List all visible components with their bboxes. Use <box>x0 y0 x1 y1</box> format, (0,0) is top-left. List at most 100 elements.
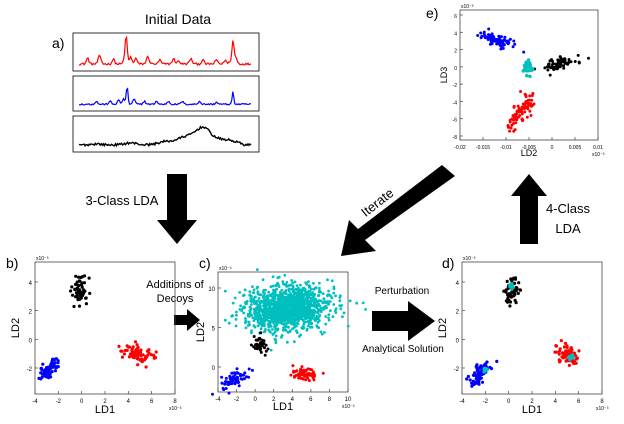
decoy-red <box>566 353 576 362</box>
x-axis-label: LD2 <box>521 148 538 158</box>
signal-trace-red <box>79 35 252 67</box>
y-tick-label: -6 <box>453 118 458 124</box>
cluster-decoys <box>521 58 535 79</box>
x-tick-label: 0 <box>80 399 84 405</box>
y-tick-label: 2 <box>454 49 457 55</box>
x-tick-label: -0.005 <box>522 145 536 151</box>
x-exponent-label: x10⁻³ <box>169 406 182 412</box>
signal-box-red <box>72 32 260 72</box>
x-tick-label: -4 <box>32 399 38 405</box>
cluster-decoys <box>223 268 367 352</box>
arrow-up-4class <box>511 174 547 244</box>
y-axis-label: LD2 <box>10 318 22 338</box>
scatter-panel-d: -4 -2 0 2 4 6 8 4 2 0 -2 x10⁻³ x10⁻³ LD1 LD2 <box>437 256 609 416</box>
x-tick-label: -2 <box>234 397 240 403</box>
decoy-blue <box>482 366 489 374</box>
cluster-red <box>117 340 158 369</box>
y-exponent-label: x10⁻³ <box>36 256 49 262</box>
cluster-red <box>506 90 536 133</box>
x-tick-label: 0 <box>507 399 511 405</box>
label-decoys-line1: Additions of <box>146 279 204 291</box>
label-perturbation: Perturbation <box>375 286 429 297</box>
y-tick-label: 5 <box>212 327 216 333</box>
y-axis-label: LD3 <box>439 67 449 84</box>
x-tick-label: 10 <box>345 397 352 403</box>
y-tick-label: 6 <box>454 14 457 20</box>
x-tick-label: 6 <box>309 397 313 403</box>
signal-trace-blue <box>78 87 252 106</box>
y-tick-label: 0 <box>456 338 460 344</box>
x-tick-label: 2 <box>103 399 107 405</box>
panel-a-letter: a) <box>52 35 64 51</box>
x-tick-label: -0.015 <box>476 145 490 151</box>
scatter-panel-c: -4 -2 0 2 4 6 8 10 10 5 0 x10⁻³ x10⁻³ LD1 LD2 <box>195 266 367 413</box>
x-tick-label: 2 <box>272 397 276 403</box>
arrow-decoys <box>174 309 200 331</box>
x-tick-label: 4 <box>291 397 295 403</box>
decoy-black <box>508 282 515 291</box>
cluster-blue <box>476 27 526 54</box>
signal-box-black <box>72 115 260 153</box>
x-tick-label: -0.02 <box>454 145 466 151</box>
x-axis-label: LD1 <box>273 401 293 413</box>
cluster-blue <box>465 359 499 388</box>
y-exponent-label: x10⁻³ <box>219 266 232 272</box>
x-tick-label: 8 <box>173 399 177 405</box>
panel-b-letter: b) <box>6 255 18 271</box>
cluster-red <box>289 364 325 383</box>
scatter-panel-b: -4 -2 0 2 4 6 8 4 2 0 -2 x10⁻³ x10⁻³ LD1 LD2 <box>10 256 182 416</box>
y-tick-label: 4 <box>454 31 457 37</box>
x-tick-label: 0 <box>551 145 554 151</box>
y-exponent-label: x10⁻³ <box>463 256 476 262</box>
y-axis-label: LD2 <box>437 318 449 338</box>
x-exponent-label: x10⁻³ <box>592 152 605 158</box>
arrow-iterate <box>341 165 455 256</box>
cluster-blue <box>37 357 60 381</box>
y-tick-label: 4 <box>29 281 33 287</box>
y-tick-label: 0 <box>212 366 216 372</box>
arrow-down-3class <box>157 174 197 244</box>
y-tick-label: 2 <box>456 310 460 316</box>
panel-d-letter: d) <box>442 255 454 271</box>
signal-box-blue <box>72 75 260 112</box>
y-exponent-label: x10⁻³ <box>461 4 474 10</box>
cluster-red <box>553 339 581 367</box>
cluster-black <box>69 274 92 309</box>
x-exponent-label: x10⁻³ <box>596 406 609 412</box>
x-tick-label: -0.01 <box>500 145 512 151</box>
x-tick-label: -2 <box>483 399 489 405</box>
label-3class: 3-Class LDA <box>86 193 159 208</box>
y-tick-label: 10 <box>208 287 215 293</box>
x-axis-label: LD1 <box>522 404 542 416</box>
panel-c-letter: c) <box>199 255 211 271</box>
cluster-black <box>533 53 590 77</box>
x-tick-label: 6 <box>577 399 581 405</box>
scatter-panel-e: -0.02 -0.015 -0.01 -0.005 0 0.005 0.01 6 4 2 0 -2 -4… <box>439 4 605 158</box>
x-tick-label: 0 <box>253 397 257 403</box>
arrow-perturbation <box>372 301 435 341</box>
y-tick-label: -4 <box>453 100 458 106</box>
x-axis-label: LD1 <box>95 404 115 416</box>
y-tick-label: 0 <box>29 338 33 344</box>
x-tick-label: -4 <box>459 399 465 405</box>
heading: Initial Data <box>145 11 211 27</box>
cluster-blue <box>211 367 254 396</box>
x-tick-label: 4 <box>127 399 131 405</box>
label-analytical: Analytical Solution <box>362 344 444 355</box>
cluster-black <box>502 276 523 308</box>
cluster-black <box>249 331 270 357</box>
panel-e-letter: e) <box>426 5 438 21</box>
x-tick-label: -4 <box>215 397 221 403</box>
y-axis-label: LD2 <box>195 322 207 342</box>
label-4class-line1: 4-Class <box>546 201 591 216</box>
y-tick-label: 2 <box>29 310 33 316</box>
x-tick-label: -2 <box>56 399 62 405</box>
x-tick-label: 8 <box>328 397 332 403</box>
x-tick-label: 2 <box>530 399 534 405</box>
x-tick-label: 0.01 <box>593 145 603 151</box>
label-4class-line2: LDA <box>555 221 581 236</box>
x-exponent-label: x10⁻³ <box>342 404 355 410</box>
y-tick-label: 0 <box>454 66 457 72</box>
y-tick-label: -2 <box>27 367 33 373</box>
